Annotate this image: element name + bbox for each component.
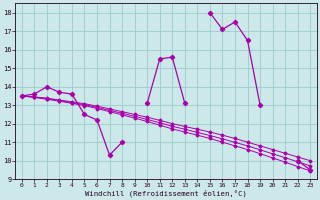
X-axis label: Windchill (Refroidissement éolien,°C): Windchill (Refroidissement éolien,°C) — [85, 189, 247, 197]
